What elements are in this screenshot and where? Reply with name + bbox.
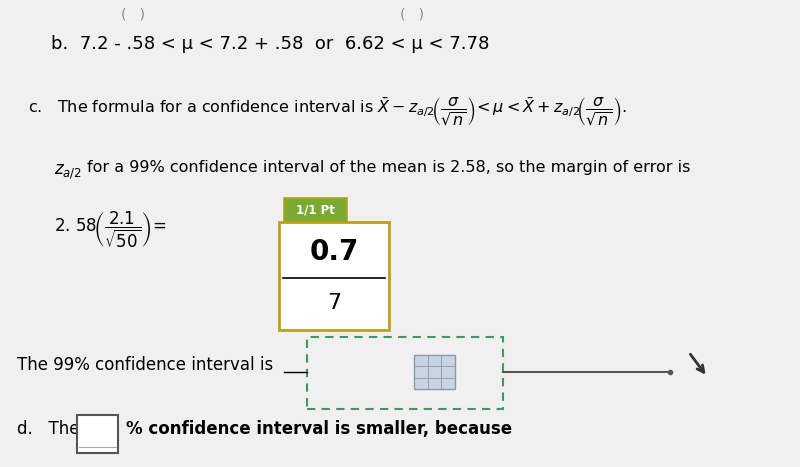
Text: 0.7: 0.7 — [310, 238, 359, 266]
FancyBboxPatch shape — [284, 198, 347, 222]
Text: 2. 58$\!\left(\dfrac{2.1}{\sqrt{50}}\right)\!=\,$: 2. 58$\!\left(\dfrac{2.1}{\sqrt{50}}\rig… — [54, 210, 166, 250]
Text: d.   The: d. The — [17, 420, 79, 438]
Text: c.   The formula for a confidence interval is $\bar{X}-z_{a/2}\!\left(\dfrac{\si: c. The formula for a confidence interval… — [28, 95, 626, 127]
Text: (   ): ( ) — [121, 8, 145, 22]
FancyBboxPatch shape — [414, 355, 455, 389]
Text: 1/1 Pt: 1/1 Pt — [296, 204, 335, 217]
Text: 7: 7 — [327, 293, 341, 313]
Text: % confidence interval is smaller, because: % confidence interval is smaller, becaus… — [126, 420, 512, 438]
Text: for a 99% confidence interval of the mean is 2.58, so the margin of error is: for a 99% confidence interval of the mea… — [86, 160, 690, 175]
Text: b.  7.2 - .58 < μ < 7.2 + .58  or  6.62 < μ < 7.78: b. 7.2 - .58 < μ < 7.2 + .58 or 6.62 < μ… — [51, 35, 490, 53]
Text: $z_{a/2}$: $z_{a/2}$ — [54, 162, 82, 181]
Text: (   ): ( ) — [400, 8, 424, 22]
Text: The 99% confidence interval is: The 99% confidence interval is — [17, 356, 273, 374]
FancyBboxPatch shape — [78, 415, 118, 453]
FancyBboxPatch shape — [279, 222, 389, 330]
